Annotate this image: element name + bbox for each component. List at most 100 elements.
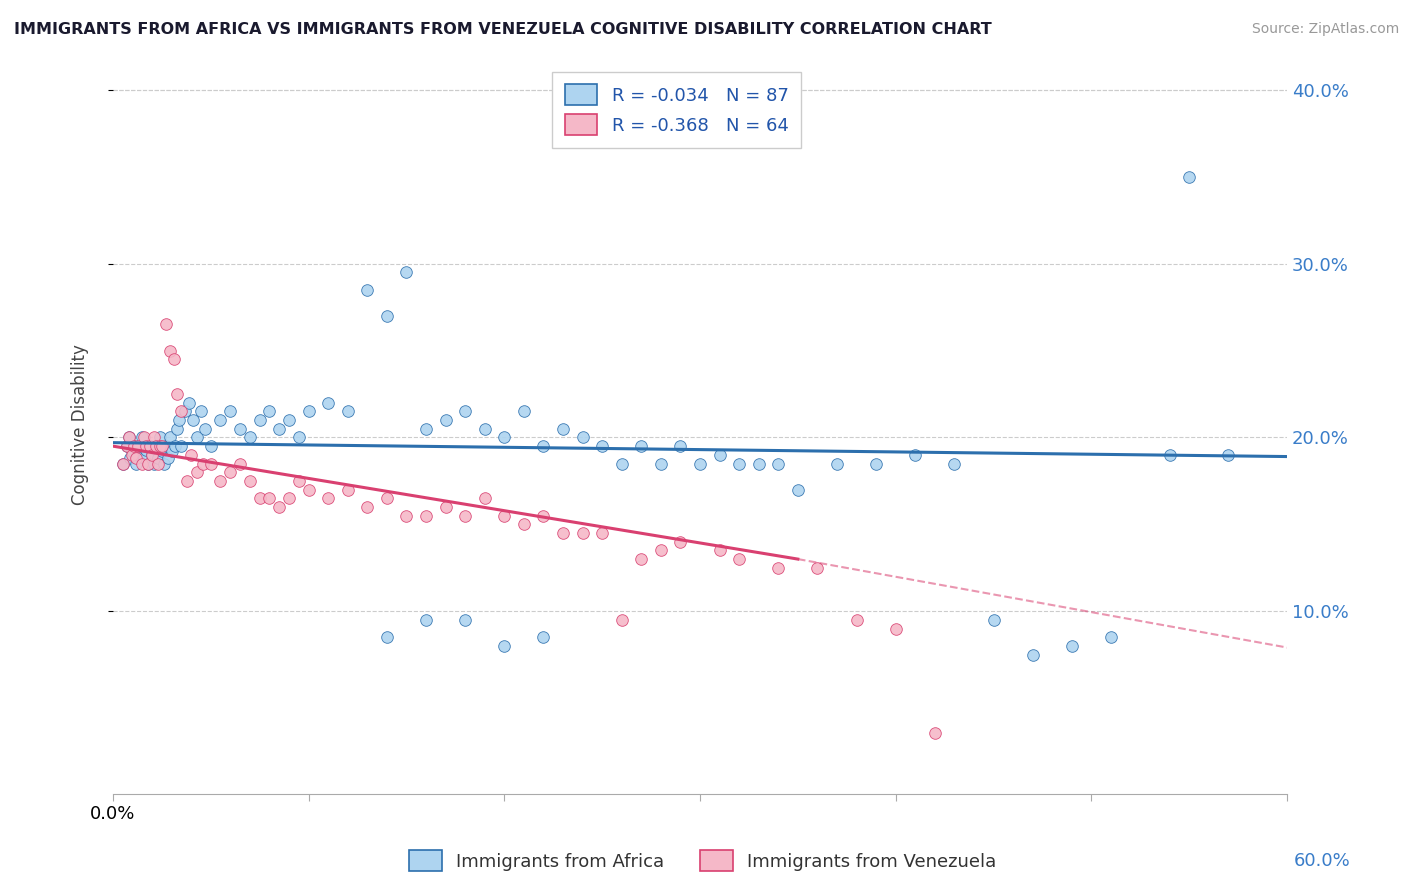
Point: [375, 630, 398, 644]
Point: [269, 500, 291, 514]
Point: [297, 404, 319, 418]
Point: [145, 439, 167, 453]
Point: [229, 457, 252, 471]
Point: [146, 451, 169, 466]
Point: [650, 543, 672, 558]
Point: [531, 439, 554, 453]
Point: [1099, 630, 1122, 644]
Point: [239, 474, 262, 488]
Point: [169, 413, 191, 427]
Point: [186, 465, 208, 479]
Point: [159, 430, 181, 444]
Point: [454, 508, 477, 523]
Point: [494, 430, 516, 444]
Point: [186, 430, 208, 444]
Point: [111, 457, 134, 471]
Point: [170, 404, 193, 418]
Point: [124, 439, 146, 453]
Point: [454, 613, 477, 627]
Point: [239, 430, 262, 444]
Point: [728, 457, 751, 471]
Point: [278, 491, 301, 506]
Point: [269, 422, 291, 436]
Point: [127, 439, 149, 453]
Point: [884, 622, 907, 636]
Point: [278, 413, 301, 427]
Point: [249, 413, 271, 427]
Point: [551, 526, 574, 541]
Point: [166, 387, 188, 401]
Point: [474, 422, 496, 436]
Point: [297, 483, 319, 497]
Point: [249, 491, 271, 506]
Point: [316, 395, 339, 409]
Text: Source: ZipAtlas.com: Source: ZipAtlas.com: [1251, 22, 1399, 37]
Point: [111, 457, 134, 471]
Point: [121, 448, 143, 462]
Point: [287, 474, 309, 488]
Point: [1178, 169, 1201, 184]
Point: [134, 451, 156, 466]
Point: [190, 404, 212, 418]
Point: [591, 439, 613, 453]
Point: [865, 457, 887, 471]
Point: [120, 451, 142, 466]
Point: [689, 457, 711, 471]
Point: [571, 430, 593, 444]
Point: [494, 508, 516, 523]
Point: [219, 404, 242, 418]
Point: [136, 457, 159, 471]
Point: [219, 465, 242, 479]
Point: [166, 422, 188, 436]
Point: [165, 439, 187, 453]
Point: [531, 630, 554, 644]
Point: [610, 613, 633, 627]
Point: [924, 726, 946, 740]
Point: [709, 543, 731, 558]
Point: [117, 430, 139, 444]
Point: [129, 439, 152, 453]
Point: [150, 439, 173, 453]
Point: [768, 561, 790, 575]
Point: [209, 413, 232, 427]
Y-axis label: Cognitive Disability: Cognitive Disability: [72, 344, 89, 505]
Point: [287, 430, 309, 444]
Point: [630, 552, 652, 566]
Point: [709, 448, 731, 462]
Point: [513, 517, 536, 532]
Point: [259, 404, 281, 418]
Point: [610, 457, 633, 471]
Point: [136, 457, 159, 471]
Point: [125, 457, 148, 471]
Point: [149, 439, 172, 453]
Point: [375, 491, 398, 506]
Point: [336, 404, 359, 418]
Point: [162, 352, 184, 367]
Point: [155, 318, 177, 332]
Point: [591, 526, 613, 541]
Point: [1060, 639, 1083, 653]
Point: [454, 404, 477, 418]
Point: [806, 561, 828, 575]
Point: [146, 457, 169, 471]
Point: [209, 474, 232, 488]
Point: [415, 422, 437, 436]
Point: [115, 439, 138, 453]
Point: [415, 508, 437, 523]
Legend: Immigrants from Africa, Immigrants from Venezuela: Immigrants from Africa, Immigrants from …: [402, 843, 1004, 879]
Point: [316, 491, 339, 506]
Point: [825, 457, 848, 471]
Point: [943, 457, 966, 471]
Point: [229, 422, 252, 436]
Point: [135, 439, 157, 453]
Point: [1021, 648, 1043, 662]
Point: [181, 413, 204, 427]
Point: [434, 413, 457, 427]
Point: [474, 491, 496, 506]
Point: [145, 439, 167, 453]
Point: [904, 448, 927, 462]
Point: [650, 457, 672, 471]
Point: [131, 457, 153, 471]
Text: 60.0%: 60.0%: [1294, 852, 1350, 870]
Point: [356, 500, 378, 514]
